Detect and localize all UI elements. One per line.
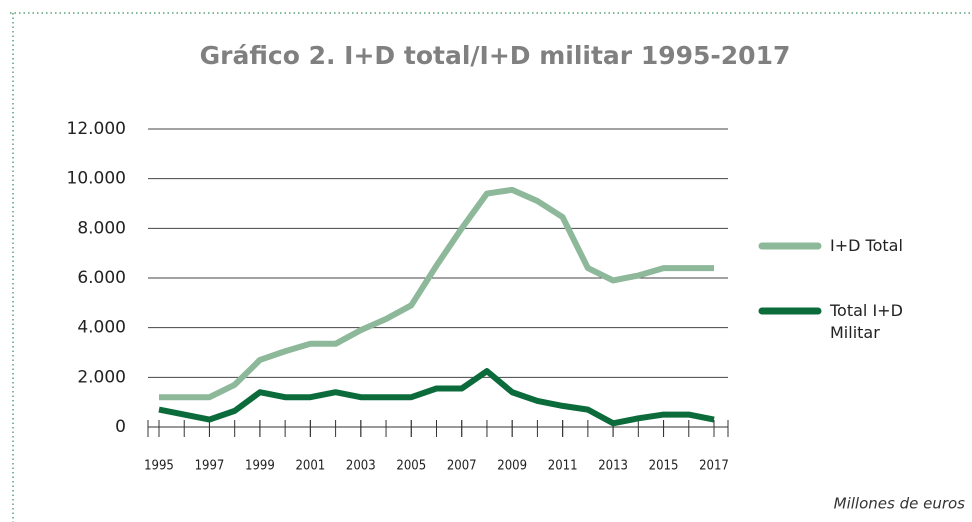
y-tick-label: 4.000: [77, 318, 126, 338]
x-tick-label: 2011: [548, 459, 578, 474]
y-tick-label: 2.000: [77, 367, 126, 387]
series-line: [158, 368, 715, 427]
x-tick-label: 2013: [598, 459, 628, 474]
x-tick-label: 2017: [699, 459, 729, 474]
x-tick-label: 2015: [649, 459, 679, 474]
y-tick-label: 10.000: [67, 169, 126, 189]
x-tick-label: 1999: [245, 459, 275, 474]
legend-label: I+D Total: [830, 236, 903, 255]
series-line: [159, 186, 714, 401]
x-tick-label: 2005: [396, 459, 426, 474]
x-tick-label: 2007: [447, 459, 477, 474]
y-tick-label: 8.000: [77, 218, 126, 238]
y-tick-label: 6.000: [77, 268, 126, 288]
y-tick-label: 12.000: [67, 119, 126, 139]
x-tick-label: 1995: [144, 459, 174, 474]
x-tick-label: 2001: [295, 459, 325, 474]
y-tick-label: 0: [115, 417, 126, 437]
legend-label: Total I+D Militar: [830, 301, 903, 342]
x-tick-label: 2009: [497, 459, 527, 474]
chart-title: Gráfico 2. I+D total/I+D militar 1995-20…: [200, 41, 791, 70]
x-tick-label: 1997: [195, 459, 225, 474]
note: Millones de euros: [834, 495, 966, 513]
x-tick-label: 2003: [346, 459, 376, 474]
